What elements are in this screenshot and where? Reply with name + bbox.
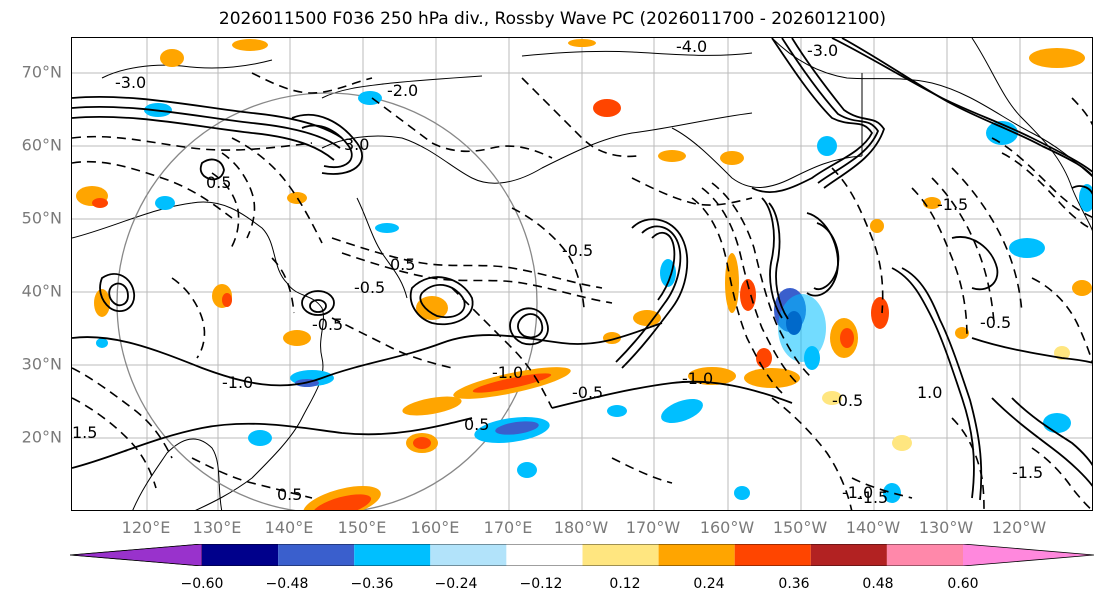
- colorbar-segment: [506, 544, 583, 566]
- lat-label-30n: 30°N: [21, 354, 62, 374]
- contour-label: -0.5: [832, 391, 863, 410]
- contour-label: -4.0: [676, 38, 707, 56]
- colorbar-tick: 0.60: [947, 576, 979, 592]
- colorbar-segment: [69, 543, 203, 567]
- colorbar: [69, 543, 1095, 567]
- contour-label: -0.5: [562, 241, 593, 260]
- lon-label-140w: 140°W: [845, 518, 901, 537]
- contour-label: -1.5: [937, 195, 968, 214]
- contour-label: 0.5: [206, 173, 231, 192]
- lon-label-120e: 120°E: [121, 518, 171, 537]
- colorbar-segment: [810, 544, 887, 566]
- lat-label-40n: 40°N: [21, 281, 62, 301]
- colorbar-tick: −0.48: [265, 576, 309, 592]
- contour-label: -1.5: [857, 488, 888, 507]
- lat-label-20n: 20°N: [21, 427, 62, 447]
- colorbar-segment: [658, 544, 735, 566]
- colorbar-segment: [354, 544, 431, 566]
- colorbar-tick: −0.12: [519, 576, 563, 592]
- colorbar-tick: 0.12: [609, 576, 641, 592]
- contour-label: -1.0: [492, 363, 523, 382]
- contour-label: -0.5: [312, 315, 343, 334]
- contour-labels: -4.0 -3.0 -3.0 -2.0 -1.5 -1.0 -0.5 -0.5 …: [72, 38, 1043, 507]
- lon-label-140e: 140°E: [264, 518, 314, 537]
- graticule: [72, 38, 1092, 510]
- lon-label-170e: 170°E: [483, 518, 533, 537]
- colorbar-tick: 0.24: [693, 576, 725, 592]
- contour-label: -3.0: [115, 73, 146, 92]
- colorbar-tick: −0.24: [434, 576, 478, 592]
- colorbar-segment: [202, 544, 279, 566]
- contour-label: -0.5: [572, 383, 603, 402]
- contour-label: -1.5: [1012, 463, 1043, 482]
- chart-title: 2026011500 F036 250 hPa div., Rossby Wav…: [218, 9, 887, 29]
- lon-label-130e: 130°E: [192, 518, 242, 537]
- contour-label: -1.0: [682, 369, 713, 388]
- contour-label: -1.0: [842, 483, 873, 502]
- colorbar-tick: 0.36: [778, 576, 810, 592]
- contour-label: 0.5: [390, 255, 415, 274]
- contour-label: -0.5: [980, 313, 1011, 332]
- lon-label-130w: 130°W: [918, 518, 974, 537]
- lon-label-160e: 160°E: [410, 518, 460, 537]
- colorbar-svg: [69, 543, 1095, 567]
- lat-label-70n: 70°N: [21, 62, 62, 82]
- lat-label-50n: 50°N: [21, 208, 62, 228]
- rossby-wave-circle: [116, 92, 538, 510]
- colorbar-segment: [430, 544, 507, 566]
- contour-label: 1.5: [72, 423, 97, 442]
- contour-label: -0.5: [354, 278, 385, 297]
- solid-contours: [72, 38, 1092, 501]
- colorbar-tick: 0.48: [862, 576, 894, 592]
- contour-label: -1.0: [222, 373, 253, 392]
- colorbar-segment: [963, 544, 1094, 566]
- lon-label-180w: 180°W: [553, 518, 609, 537]
- lon-label-150e: 150°E: [337, 518, 387, 537]
- map-svg: -4.0 -3.0 -3.0 -2.0 -1.5 -1.0 -0.5 -0.5 …: [72, 38, 1092, 510]
- dashed-contours: [72, 72, 1092, 510]
- colorbar-segment: [734, 544, 811, 566]
- lon-label-120w: 120°W: [991, 518, 1047, 537]
- contour-label: 3.0: [344, 135, 369, 154]
- contour-label: 0.5: [464, 415, 489, 434]
- colorbar-tick: −0.60: [180, 576, 224, 592]
- contour-label: 1.0: [917, 383, 942, 402]
- contour-label: -2.0: [387, 81, 418, 100]
- lon-label-160w: 160°W: [699, 518, 755, 537]
- contour-label: -3.0: [807, 41, 838, 60]
- map-panel: -4.0 -3.0 -3.0 -2.0 -1.5 -1.0 -0.5 -0.5 …: [71, 37, 1093, 511]
- lat-label-60n: 60°N: [21, 135, 62, 155]
- colorbar-tick: −0.36: [350, 576, 394, 592]
- lon-label-150w: 150°W: [772, 518, 828, 537]
- coastlines: [72, 38, 1092, 510]
- lon-label-170w: 170°W: [625, 518, 681, 537]
- colorbar-segments: [69, 543, 1095, 567]
- colorbar-segment: [582, 544, 659, 566]
- contour-label: 0.5: [277, 485, 302, 504]
- colorbar-segment: [886, 544, 963, 566]
- colorbar-segment: [278, 544, 355, 566]
